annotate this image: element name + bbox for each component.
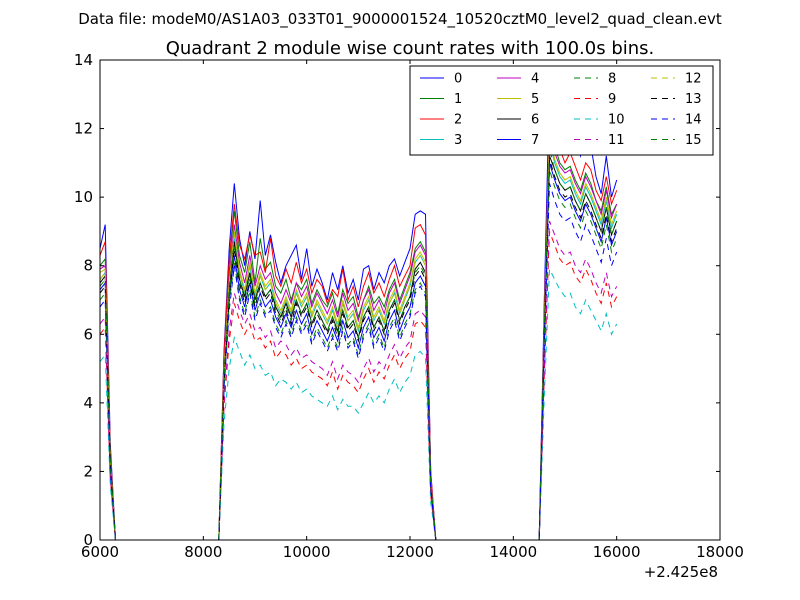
legend-label-3: 3 bbox=[454, 133, 462, 148]
legend-label-13: 13 bbox=[685, 92, 702, 107]
legend-label-11: 11 bbox=[608, 133, 625, 148]
x-tick-label: 10000 bbox=[283, 543, 331, 561]
legend-label-12: 12 bbox=[685, 72, 702, 87]
legend-label-4: 4 bbox=[531, 72, 539, 87]
legend-label-1: 1 bbox=[454, 92, 462, 107]
y-tick-label: 0 bbox=[83, 531, 93, 549]
ticks-layer: 6000 8000 10000 12000 14000 16000 180000246810… bbox=[74, 51, 744, 561]
y-tick-label: 2 bbox=[83, 462, 93, 480]
legend-box bbox=[409, 65, 714, 156]
x-tick-label: 12000 bbox=[386, 543, 434, 561]
y-tick-label: 10 bbox=[74, 188, 93, 206]
series-line-15 bbox=[99, 148, 618, 541]
legend-label-0: 0 bbox=[454, 72, 462, 87]
x-tick-label: 18000 bbox=[696, 543, 744, 561]
y-tick-label: 6 bbox=[83, 325, 93, 343]
series-line-8 bbox=[99, 169, 618, 541]
series-line-14 bbox=[99, 183, 618, 541]
legend-label-6: 6 bbox=[531, 113, 539, 128]
x-offset-label: +2.425e8 bbox=[644, 563, 718, 581]
legend-label-7: 7 bbox=[531, 133, 539, 148]
legend-label-15: 15 bbox=[685, 133, 702, 148]
x-tick-label: 6000 bbox=[81, 543, 119, 561]
legend-label-8: 8 bbox=[608, 72, 616, 87]
data-file-label: Data file: modeM0/AS1A03_033T01_90000015… bbox=[78, 10, 722, 29]
x-tick-label: 14000 bbox=[489, 543, 537, 561]
series-line-9 bbox=[99, 231, 618, 541]
series-line-10 bbox=[99, 267, 618, 541]
series-line-7 bbox=[99, 162, 618, 541]
legend-label-14: 14 bbox=[685, 113, 702, 128]
series-line-11 bbox=[99, 220, 618, 541]
chart-title: Quadrant 2 module wise count rates with … bbox=[166, 38, 655, 59]
legend-label-10: 10 bbox=[608, 113, 625, 128]
x-tick-label: 16000 bbox=[593, 543, 641, 561]
legend-label-5: 5 bbox=[531, 92, 539, 107]
x-tick-label: 8000 bbox=[184, 543, 222, 561]
y-tick-label: 4 bbox=[83, 394, 93, 412]
series-line-2 bbox=[99, 128, 618, 541]
legend-label-2: 2 bbox=[454, 113, 462, 128]
legend-label-9: 9 bbox=[608, 92, 616, 107]
y-tick-label: 8 bbox=[83, 257, 93, 275]
y-tick-label: 14 bbox=[74, 51, 93, 69]
y-tick-label: 12 bbox=[74, 120, 93, 138]
